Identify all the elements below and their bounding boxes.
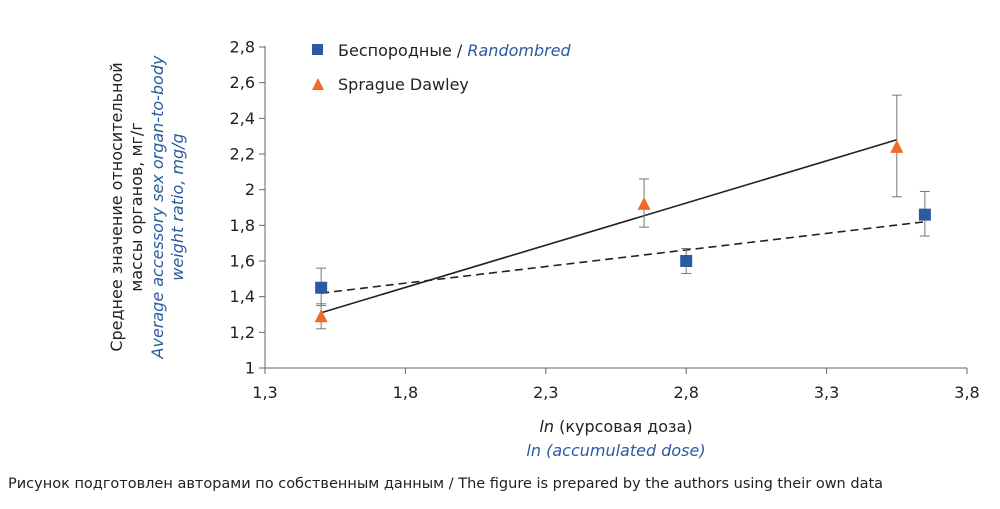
y-tick-label: 1,6 xyxy=(230,252,255,271)
x-tick-label: 3,3 xyxy=(814,383,839,402)
y-tick-label: 1,8 xyxy=(230,216,255,235)
data-point-square xyxy=(315,281,328,294)
x-tick-label: 1,8 xyxy=(393,383,418,402)
y-axis-title-ru-2: массы органов, мг/г xyxy=(127,122,146,291)
legend-label-en: Randombred xyxy=(467,41,571,60)
x-tick-label: 2,3 xyxy=(533,383,558,402)
y-tick-label: 2,4 xyxy=(230,109,255,128)
figure-caption: Рисунок подготовлен авторами по собствен… xyxy=(8,476,884,492)
legend-square-marker xyxy=(312,44,323,55)
x-tick-label: 2,8 xyxy=(673,383,698,402)
y-tick-label: 2,8 xyxy=(230,38,255,57)
error-bars xyxy=(316,94,930,330)
legend: Беспородные / Randombred Sprague Dawley xyxy=(312,41,572,94)
y-tick-label: 1 xyxy=(245,359,255,378)
y-axis-title-ru-1: Среднее значение относительной xyxy=(107,62,126,351)
data-point-triangle xyxy=(314,309,328,323)
trend-line-series-1 xyxy=(320,138,898,314)
y-tick-label: 1,4 xyxy=(230,287,255,306)
x-axis-title-ru-ln: ln xyxy=(539,417,554,436)
chart: 1 1,2 1,4 1,6 1,8 2 2,2 2,4 2,6 2,8 1,3 1,8 2,3 2,8 3,… xyxy=(107,38,980,461)
trend-lines xyxy=(320,138,925,314)
y-tick-label: 1,2 xyxy=(230,323,255,342)
data-markers xyxy=(314,139,931,323)
x-axis-title-ru-rest: (курсовая доза) xyxy=(554,417,693,436)
legend-label-ru: Беспородные / xyxy=(338,41,467,60)
y-axis-title-en-1: Average accessory sex organ-to-body xyxy=(148,55,167,359)
data-point-triangle xyxy=(890,139,904,153)
x-axis-title-ru: ln (курсовая доза) xyxy=(539,417,692,436)
x-tick-label: 3,8 xyxy=(954,383,979,402)
x-axis-title-en: ln (accumulated dose) xyxy=(526,441,705,460)
y-tick-label: 2,6 xyxy=(230,73,255,92)
y-tick-label: 2,2 xyxy=(230,145,255,164)
trend-line-series-0 xyxy=(321,220,925,294)
y-axis-title-en-2: weight ratio, mg/g xyxy=(168,133,187,280)
legend-entry-randombred: Беспородные / Randombred xyxy=(338,41,572,60)
data-point-square xyxy=(680,255,693,267)
y-tick-label: 2 xyxy=(245,180,255,199)
data-point-square xyxy=(918,208,931,221)
legend-entry-sprague-dawley: Sprague Dawley xyxy=(338,75,469,94)
axes: 1 1,2 1,4 1,6 1,8 2 2,2 2,4 2,6 2,8 1,3 1,8 2,3 2,8 3,… xyxy=(230,38,980,403)
x-tick-label: 1,3 xyxy=(252,383,277,402)
data-point-triangle xyxy=(637,196,651,210)
legend-triangle-marker xyxy=(312,78,324,90)
